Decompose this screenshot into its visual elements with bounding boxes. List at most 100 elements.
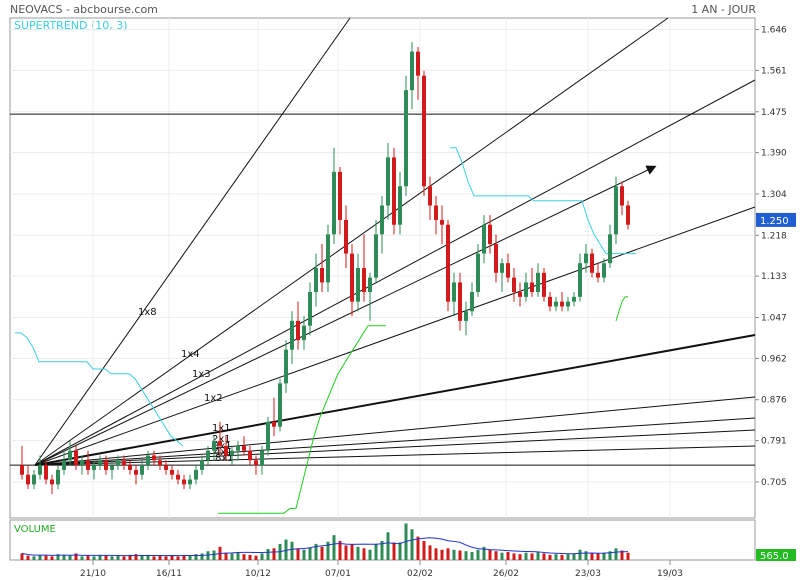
volume-bar	[230, 553, 234, 560]
volume-bar	[344, 545, 348, 560]
x-tick-label: 16/11	[156, 569, 182, 579]
candle-body	[62, 460, 66, 470]
volume-bar	[416, 536, 420, 560]
gann-fan-line	[34, 429, 756, 466]
volume-bar	[440, 549, 444, 560]
candle-body	[344, 219, 348, 254]
gann-fan-line	[34, 334, 756, 467]
candle-body	[182, 479, 186, 485]
candle-body	[368, 277, 372, 293]
candle-body	[350, 253, 354, 302]
volume-bar	[302, 549, 306, 560]
volume-bar	[596, 553, 600, 560]
volume-bar	[332, 535, 336, 560]
gann-fan-line	[34, 17, 351, 466]
volume-bar	[116, 555, 120, 560]
volume-bar	[530, 553, 534, 560]
candle-body	[548, 296, 552, 307]
candle-body	[434, 205, 438, 220]
candle-body	[458, 282, 462, 321]
volume-bar	[524, 552, 528, 560]
candle-body	[74, 450, 78, 466]
candle-body	[530, 282, 534, 293]
volume-bar	[458, 550, 462, 560]
volume-bar	[368, 549, 372, 560]
volume-bar	[392, 542, 396, 560]
volume-bar	[254, 555, 258, 560]
candle-body	[134, 469, 138, 475]
candle-body	[488, 224, 492, 244]
candle-body	[506, 263, 510, 278]
candle-body	[560, 301, 564, 307]
candle-body	[26, 474, 30, 485]
y-tick-label: 1.475	[761, 108, 787, 118]
volume-bar	[320, 546, 324, 560]
candle-body	[422, 75, 426, 187]
gann-fan-label: 1x1	[212, 423, 231, 434]
candle-body	[290, 320, 294, 350]
candle-body	[164, 465, 168, 470]
volume-bar	[140, 555, 144, 560]
candle-body	[326, 234, 330, 283]
candle-body	[128, 465, 132, 470]
candle-body	[320, 268, 324, 283]
volume-bar	[554, 554, 558, 560]
price-panel-frame	[9, 17, 756, 519]
gann-arrow-line	[34, 165, 657, 466]
candle-body	[608, 234, 612, 264]
candle-body	[542, 272, 546, 297]
volume-bar	[614, 548, 618, 560]
volume-bar	[398, 542, 402, 560]
candle-body	[140, 465, 144, 475]
y-tick-label: 0.791	[761, 437, 787, 447]
candle-body	[602, 263, 606, 278]
volume-bar	[584, 551, 588, 560]
y-tick-label: 1.047	[761, 314, 787, 324]
candle-body	[50, 479, 54, 485]
volume-bar	[350, 543, 354, 560]
candle-body	[470, 292, 474, 312]
y-tick-label: 0.876	[761, 396, 787, 406]
candle-body	[296, 320, 300, 341]
candle-body	[38, 465, 42, 475]
volume-bar	[62, 554, 66, 560]
volume-bar	[362, 548, 366, 560]
volume-bar	[308, 547, 312, 560]
candle-body	[266, 421, 270, 451]
candle-body	[482, 224, 486, 254]
candle-body	[404, 90, 408, 187]
candle-body	[398, 186, 402, 225]
volume-bar	[536, 551, 540, 560]
gann-fan-line	[34, 17, 669, 466]
volume-bar	[518, 554, 522, 560]
volume-bar	[578, 549, 582, 560]
candle-body	[572, 296, 576, 302]
candle-body	[584, 253, 588, 264]
volume-bar	[38, 554, 42, 560]
y-tick-label: 0.705	[761, 478, 787, 488]
candle-body	[92, 465, 96, 470]
volume-bar	[506, 551, 510, 560]
candle-body	[44, 465, 48, 480]
volume-bar	[410, 529, 414, 560]
volume-bar	[260, 553, 264, 560]
candle-body	[596, 272, 600, 278]
candle-body	[80, 460, 84, 466]
volume-bar	[608, 551, 612, 560]
candle-body	[374, 234, 378, 278]
candle-body	[56, 469, 60, 485]
volume-badge	[756, 549, 796, 561]
y-tick-label: 1.646	[761, 26, 787, 36]
candle-body	[494, 243, 498, 273]
volume-bar	[374, 543, 378, 560]
candle-body	[86, 460, 90, 470]
volume-bar	[32, 556, 36, 560]
candle-body	[242, 445, 246, 451]
volume-bar	[152, 556, 156, 560]
volume-bar	[50, 556, 54, 560]
volume-bar	[272, 548, 276, 560]
volume-bar	[92, 556, 96, 560]
candle-body	[536, 272, 540, 293]
volume-bar	[290, 541, 294, 560]
